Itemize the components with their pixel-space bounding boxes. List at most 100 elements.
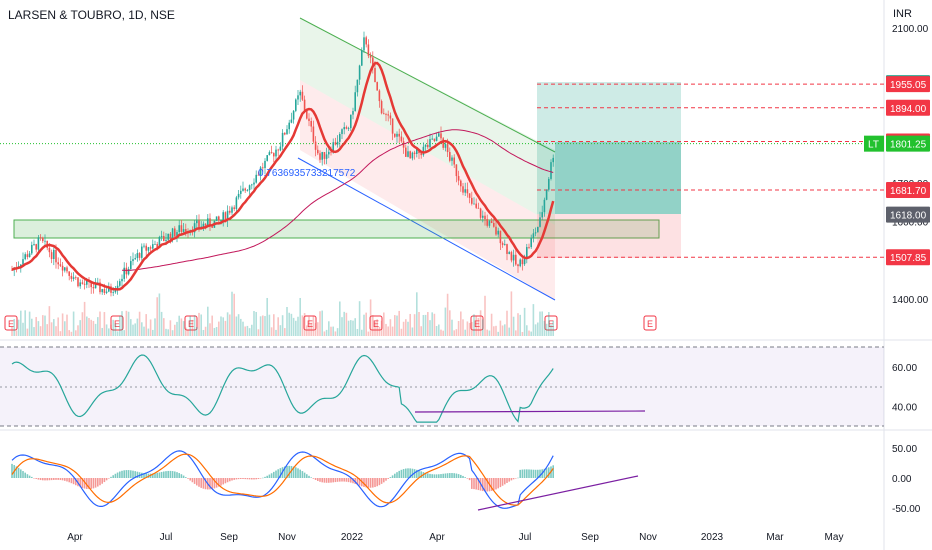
macd-hist-bar bbox=[266, 475, 268, 478]
candle-body bbox=[114, 288, 117, 293]
time-tick-label: 2022 bbox=[341, 532, 364, 543]
macd-hist-bar bbox=[402, 469, 405, 478]
price-tag-label: 1681.70 bbox=[890, 186, 927, 197]
earnings-marker: E bbox=[643, 315, 657, 331]
candle-body bbox=[460, 180, 462, 187]
volume-bar bbox=[484, 295, 486, 336]
candle-body bbox=[350, 114, 352, 129]
volume-bar bbox=[350, 320, 352, 336]
macd-hist-bar bbox=[400, 469, 403, 478]
macd-hist-bar bbox=[545, 468, 548, 478]
price-tag-label: 1955.05 bbox=[890, 80, 927, 91]
volume-bar bbox=[262, 315, 264, 336]
macd-hist-bar bbox=[220, 478, 222, 486]
macd-hist-bar bbox=[409, 468, 411, 478]
candle-body bbox=[376, 82, 378, 91]
candle-body bbox=[160, 235, 163, 237]
time-tick-label: May bbox=[825, 532, 844, 543]
macd-hist-bar bbox=[55, 478, 57, 480]
price-tick-label: 1600.00 bbox=[892, 218, 929, 229]
macd-hist-bar bbox=[174, 471, 176, 478]
volume-bar bbox=[132, 324, 134, 336]
volume-bar bbox=[376, 319, 378, 336]
macd-hist-bar bbox=[268, 474, 271, 478]
macd-hist-bar bbox=[477, 478, 480, 491]
earnings-marker: E bbox=[470, 315, 484, 331]
macd-axis: 50.00 0.00 -50.00 bbox=[892, 444, 921, 515]
candle-body bbox=[517, 264, 519, 267]
time-tick-label: Apr bbox=[67, 532, 83, 543]
candle-body bbox=[149, 247, 152, 249]
candle-body bbox=[94, 283, 97, 289]
candle-body bbox=[433, 138, 436, 141]
macd-hist-bar bbox=[312, 478, 315, 479]
macd-hist-bar bbox=[303, 472, 306, 478]
volume-bar bbox=[380, 320, 383, 336]
volume-bar bbox=[81, 312, 84, 336]
volume-bar bbox=[453, 330, 455, 336]
candle-body bbox=[244, 188, 246, 191]
macd-hist-bar bbox=[99, 478, 101, 486]
candle-body bbox=[328, 151, 330, 155]
volume-bar bbox=[277, 317, 279, 336]
candle-body bbox=[451, 157, 453, 161]
macd-hist-bar bbox=[532, 469, 535, 478]
volume-bar bbox=[215, 327, 218, 336]
candle-body bbox=[119, 281, 121, 286]
volume-bars bbox=[11, 291, 554, 336]
candle-body bbox=[528, 247, 530, 248]
channel-lower-zone bbox=[300, 80, 555, 300]
macd-hist-bar bbox=[407, 468, 409, 478]
ma-long-line bbox=[122, 129, 554, 271]
candle-body bbox=[127, 268, 130, 275]
macd-hist-bar bbox=[495, 478, 497, 490]
macd-hist-bar bbox=[475, 478, 477, 490]
macd-hist-bar bbox=[352, 478, 354, 484]
earnings-marker-label: E bbox=[307, 319, 313, 329]
volume-bar bbox=[493, 326, 495, 336]
volume-bar bbox=[130, 319, 132, 336]
macd-hist-bar bbox=[53, 478, 55, 480]
macd-hist-bar bbox=[383, 478, 385, 483]
volume-bar bbox=[204, 326, 207, 336]
volume-bar bbox=[306, 325, 308, 336]
volume-bar bbox=[123, 330, 125, 336]
rsi-line bbox=[11, 354, 554, 423]
macd-hist-bar bbox=[145, 473, 147, 478]
volume-bar bbox=[209, 323, 211, 336]
volume-bar bbox=[64, 321, 66, 336]
macd-hist-bar bbox=[453, 473, 455, 478]
candle-body bbox=[477, 207, 480, 209]
volume-bar bbox=[108, 328, 110, 336]
candle-body bbox=[363, 37, 365, 51]
candle-body bbox=[314, 141, 317, 150]
volume-bar bbox=[53, 319, 55, 336]
volume-bar bbox=[330, 326, 332, 336]
candle-body bbox=[462, 186, 464, 193]
volume-bar bbox=[152, 329, 154, 336]
macd-hist-bar bbox=[462, 475, 464, 478]
volume-bar bbox=[24, 310, 26, 336]
macd-hist-bar bbox=[72, 478, 75, 485]
macd-hist-bar bbox=[442, 473, 444, 478]
macd-hist-bar bbox=[528, 469, 530, 478]
candle-body bbox=[24, 254, 26, 260]
volume-bar bbox=[13, 319, 15, 336]
candle-body bbox=[215, 216, 218, 221]
macd-hist-bar bbox=[308, 475, 310, 478]
macd-hist-bar bbox=[482, 478, 484, 492]
macd-hist-bar bbox=[323, 478, 326, 483]
macd-hist-bar bbox=[110, 476, 112, 478]
macd-hist-bar bbox=[292, 466, 295, 478]
volume-bar bbox=[46, 324, 48, 336]
rsi-trendline bbox=[414, 410, 646, 413]
macd-hist-bar bbox=[136, 471, 139, 478]
candle-body bbox=[233, 207, 235, 210]
macd-hist-bar bbox=[169, 470, 172, 478]
volume-bar bbox=[240, 318, 242, 336]
candle-body bbox=[90, 281, 92, 288]
candle-body bbox=[28, 253, 31, 258]
macd-hist-bar bbox=[132, 470, 134, 478]
